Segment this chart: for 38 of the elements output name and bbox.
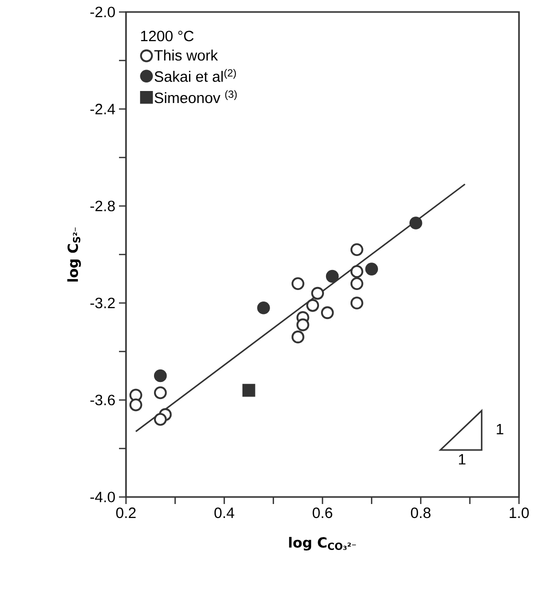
x-tick-label: 0.4 (214, 508, 234, 518)
x-tick-label: 0.6 (312, 508, 332, 518)
legend-label: Sakai et al$^{(2)}$ (154, 68, 236, 82)
legend-title: 1200 °C (141, 30, 194, 42)
annotation: 1 (496, 424, 504, 434)
point (154, 369, 167, 382)
y-tick-label: -2.8 (90, 200, 115, 212)
point (257, 301, 270, 314)
point (154, 412, 167, 426)
x-tick-label: 1.0 (510, 508, 529, 518)
point (350, 243, 364, 256)
point (292, 277, 304, 290)
legend-label: Simeonov $^{(3)}$ (154, 90, 237, 104)
point (311, 286, 324, 300)
point (350, 277, 364, 290)
point (129, 398, 142, 412)
point (409, 216, 422, 230)
point (292, 330, 304, 344)
y-tick-label: -4.0 (90, 492, 115, 502)
point (350, 265, 364, 278)
x-tick-label: 0.8 (410, 508, 430, 518)
point (154, 386, 167, 400)
point (321, 306, 334, 320)
point (296, 318, 310, 332)
point (365, 262, 378, 276)
y-tick-label: -3.6 (90, 394, 115, 406)
point (350, 296, 364, 310)
annotation: 1 (458, 454, 466, 464)
x-axis-title: log C$_{CO₃²⁻}$ (289, 536, 356, 551)
y-tick-label: -2.4 (90, 104, 116, 114)
point (306, 299, 320, 312)
y-tick-label: -2.0 (90, 6, 115, 18)
y-axis-title: log C$_{S²⁻}$ (67, 227, 81, 282)
point (326, 270, 339, 283)
x-tick-label: 0.2 (116, 508, 136, 518)
y-tick-label: -3.2 (90, 298, 115, 308)
legend-label: This work (154, 50, 218, 61)
point (242, 384, 256, 397)
